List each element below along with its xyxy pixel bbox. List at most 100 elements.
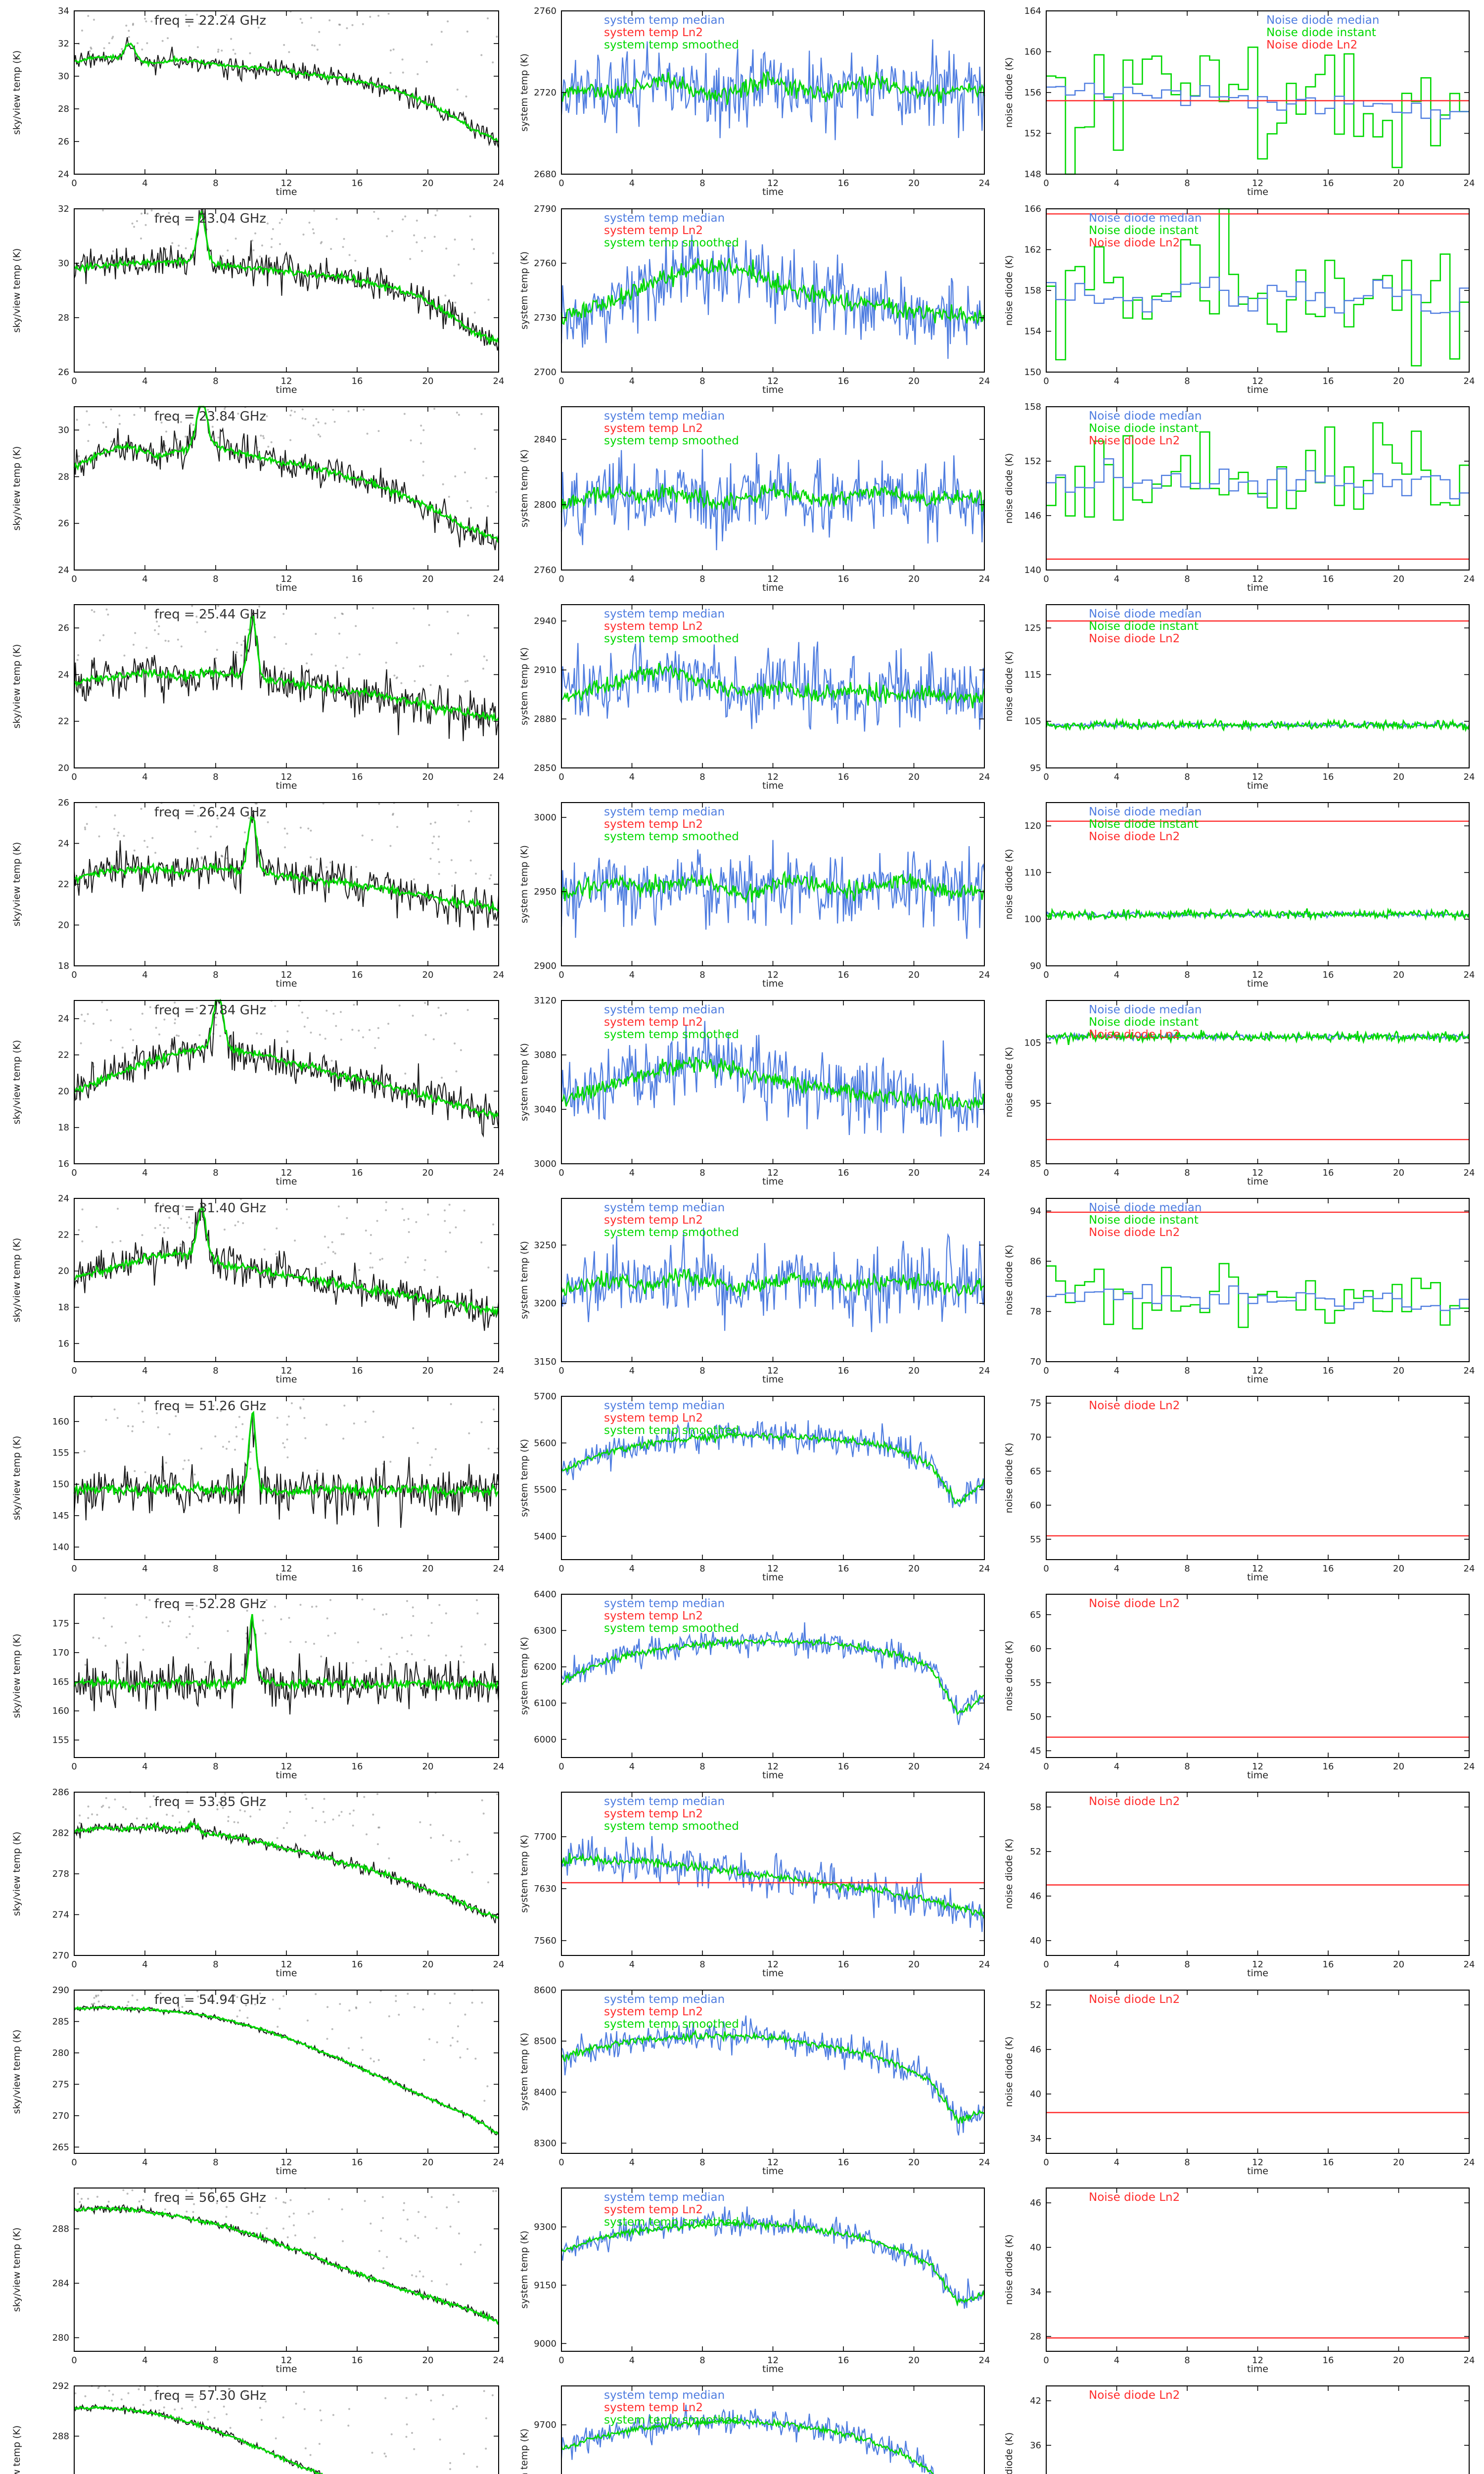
x-tick-label: 8 (213, 574, 218, 584)
flagged-point (413, 2448, 416, 2450)
flagged-point (438, 1604, 441, 1606)
flagged-point (219, 1035, 222, 1037)
x-tick-label: 24 (979, 2355, 990, 2366)
x-tick-label: 0 (1043, 1761, 1049, 1772)
legend-entry: Noise diode Ln2 (1089, 830, 1180, 843)
flagged-point (79, 2201, 81, 2203)
x-tick-label: 20 (422, 772, 434, 782)
flagged-point (211, 426, 214, 428)
flagged-point (283, 1446, 286, 1449)
panel-title: freq = 51.26 GHz (154, 1399, 266, 1414)
x-axis-label: time (762, 978, 784, 989)
x-tick-label: 12 (767, 1959, 779, 1970)
flagged-point (362, 1036, 364, 1039)
x-tick-label: 4 (629, 970, 635, 980)
x-tick-label: 4 (1114, 1168, 1119, 1178)
flagged-point (355, 625, 357, 627)
flagged-point (348, 254, 351, 256)
x-tick-label: 20 (422, 1959, 434, 1970)
flagged-point (230, 38, 232, 40)
y-tick-label: 52 (1030, 1847, 1041, 1857)
flagged-point (228, 23, 231, 25)
x-axis-label: time (762, 1572, 784, 1583)
flagged-point (304, 1794, 307, 1796)
y-tick-label: 78 (1030, 1307, 1041, 1317)
x-tick-label: 0 (1043, 1564, 1049, 1574)
legend-entry: system temp median (604, 1003, 725, 1016)
x-tick-label: 16 (1323, 772, 1334, 782)
flagged-point (334, 665, 337, 667)
y-tick-label: 40 (1030, 1936, 1041, 1946)
sky-series-0 (74, 1198, 499, 1331)
x-tick-label: 24 (979, 1564, 990, 1574)
x-tick-label: 0 (71, 376, 77, 386)
flagged-point (349, 1812, 351, 1815)
flagged-point (432, 1038, 435, 1041)
flagged-point (316, 48, 319, 51)
flagged-point (93, 1023, 94, 1025)
y-tick-label: 24 (58, 839, 69, 849)
flagged-point (150, 209, 153, 212)
flagged-point (485, 2447, 487, 2450)
flagged-point (479, 2243, 482, 2246)
y-tick-label: 24 (58, 1014, 69, 1024)
sky-series-0 (74, 1818, 499, 1924)
tsys-series-0 (560, 1836, 985, 1932)
x-tick-label: 8 (213, 772, 218, 782)
x-tick-label: 12 (1252, 1564, 1263, 1574)
x-tick-label: 8 (213, 1366, 218, 1376)
flagged-point (422, 2275, 424, 2278)
x-tick-label: 20 (908, 1366, 920, 1376)
flagged-point (286, 1456, 289, 1459)
x-tick-label: 0 (1043, 376, 1049, 386)
flagged-point (283, 44, 285, 46)
flagged-point (437, 1006, 440, 1009)
y-tick-label: 290 (52, 1985, 69, 1996)
x-tick-label: 8 (1184, 1564, 1190, 1574)
panel-title: freq = 52.28 GHz (154, 1597, 266, 1612)
x-tick-label: 16 (1323, 970, 1334, 980)
flagged-point (413, 234, 416, 237)
flagged-point (303, 2408, 306, 2410)
flagged-point (445, 247, 448, 250)
x-tick-label: 12 (767, 574, 779, 584)
x-tick-label: 24 (1464, 1959, 1475, 1970)
flagged-point (158, 625, 160, 627)
flagged-point (265, 2400, 267, 2403)
flagged-point (141, 48, 143, 50)
flagged-point (189, 423, 192, 425)
x-tick-label: 8 (213, 1564, 218, 1574)
x-tick-label: 24 (979, 1168, 990, 1178)
flagged-point (321, 241, 323, 243)
legend-entry: system temp median (604, 1597, 725, 1610)
plot-frame (1046, 1990, 1470, 2154)
y-tick-label: 6200 (534, 1662, 556, 1672)
flagged-point (180, 1218, 183, 1220)
sky-series-1 (73, 406, 500, 543)
flagged-point (260, 2419, 263, 2421)
y-tick-label: 120 (1024, 821, 1041, 831)
flagged-point (299, 18, 302, 20)
flagged-point (471, 2001, 473, 2004)
flagged-point (241, 1423, 244, 1426)
x-axis-label: time (1247, 1572, 1268, 1583)
flagged-point (275, 2197, 278, 2199)
x-tick-label: 4 (142, 1959, 147, 1970)
flagged-point (263, 437, 265, 439)
flagged-point (136, 1998, 139, 2001)
x-axis-label: time (276, 1374, 297, 1385)
x-tick-label: 12 (1252, 1761, 1263, 1772)
diode-panel-31.40GHz: 0 4 8 12 16 20 24 70 78 86 94 time noise diode (K) No… (999, 1188, 1484, 1385)
flagged-point (149, 2399, 152, 2402)
flagged-point (95, 1995, 97, 1997)
flagged-point (381, 2196, 384, 2198)
flagged-point (111, 1625, 113, 1628)
sky-series-1 (73, 1820, 500, 1919)
flagged-point (474, 2251, 476, 2253)
flagged-point (84, 826, 86, 829)
flagged-point (282, 1995, 285, 1998)
x-tick-label: 16 (1323, 574, 1334, 584)
